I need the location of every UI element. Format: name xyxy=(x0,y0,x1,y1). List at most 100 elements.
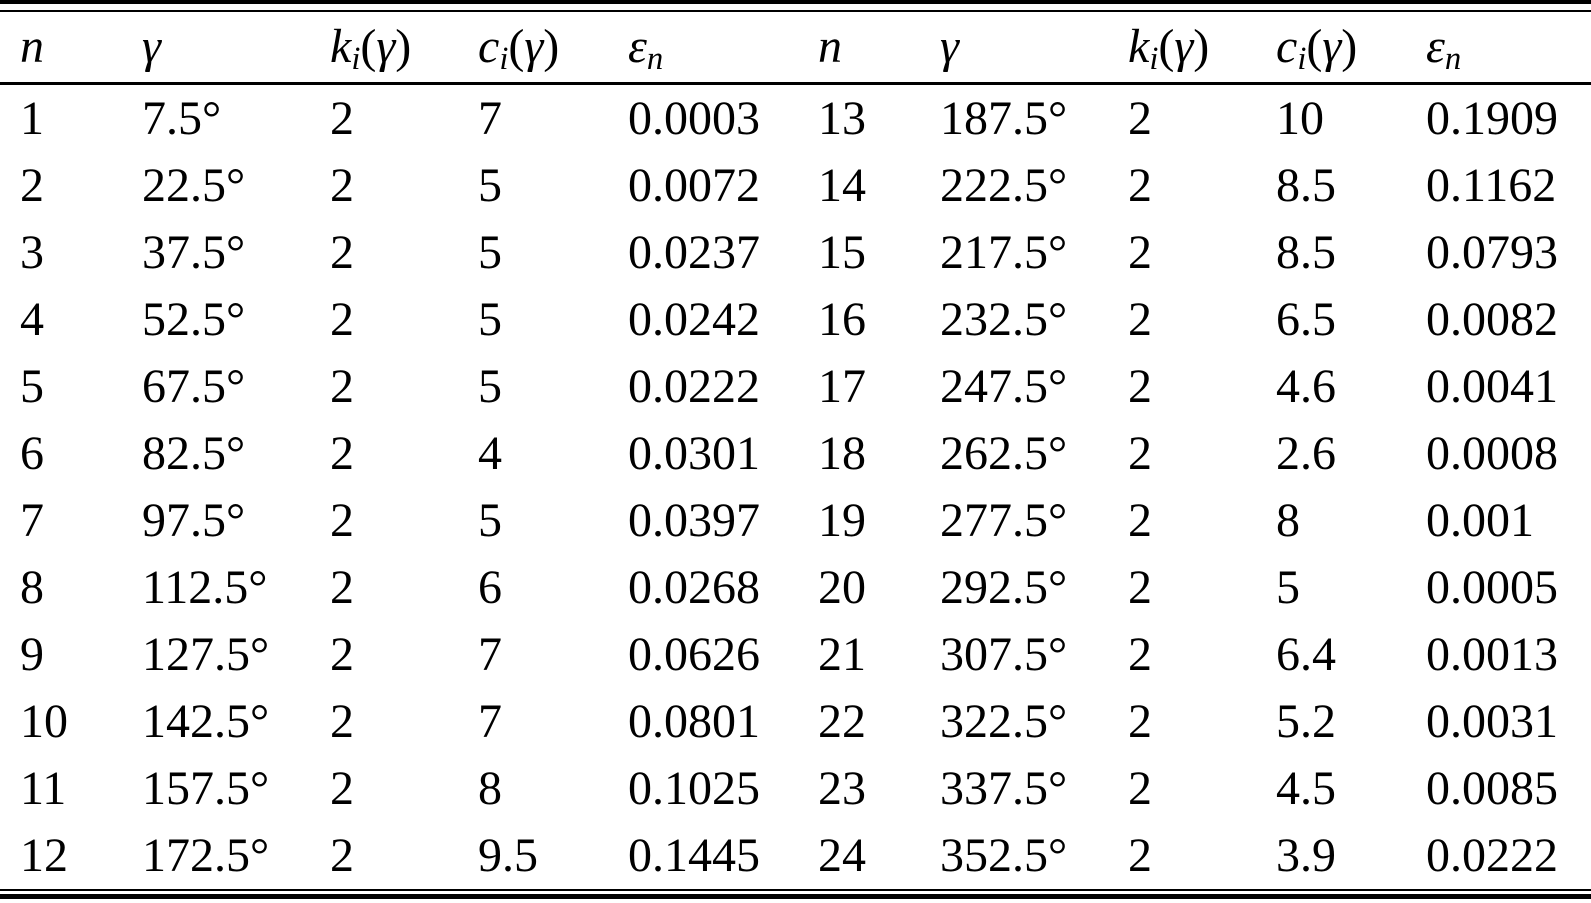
table-row: 3 37.5° 2 5 0.0237 15 217.5° 2 8.5 0.0793 xyxy=(0,219,1591,286)
cell-c-left: 5 xyxy=(478,292,502,346)
cell-eps-left: 0.0222 xyxy=(628,359,760,413)
header-eps-base: ε xyxy=(628,20,647,73)
cell-n-right: 20 xyxy=(818,560,866,614)
cell-n-left: 2 xyxy=(20,158,44,212)
cell-eps-right: 0.0031 xyxy=(1426,694,1558,748)
cell-gamma-left: 37.5° xyxy=(142,225,246,279)
cell-k-left: 2 xyxy=(330,828,354,882)
cell-eps-left: 0.0397 xyxy=(628,493,760,547)
cell-k-left: 2 xyxy=(330,761,354,815)
table-row: 12 172.5° 2 9.5 0.1445 24 352.5° 2 3.9 0.0222 xyxy=(0,822,1591,889)
cell-eps-left: 0.1445 xyxy=(628,828,760,882)
cell-n-left: 10 xyxy=(20,694,68,748)
cell-gamma-left: 127.5° xyxy=(142,627,270,681)
header-k-sub: i xyxy=(1149,41,1159,78)
col-header-eps-left: εn xyxy=(608,12,798,85)
table-row: 10 142.5° 2 7 0.0801 22 322.5° 2 5.2 0.0031 xyxy=(0,688,1591,755)
header-c-base: c xyxy=(478,20,500,73)
header-eps-sub: n xyxy=(1444,41,1462,78)
col-header-gamma-right: γ xyxy=(920,12,1108,85)
header-gamma-arg: γ xyxy=(524,20,544,73)
table-row: 5 67.5° 2 5 0.0222 17 247.5° 2 4.6 0.0041 xyxy=(0,353,1591,420)
cell-gamma-left: 112.5° xyxy=(142,560,268,614)
col-header-gamma-left: γ xyxy=(122,12,310,85)
cell-gamma-right: 217.5° xyxy=(940,225,1068,279)
paren-close: ) xyxy=(543,20,560,73)
cell-n-left: 11 xyxy=(20,761,67,815)
cell-n-right: 18 xyxy=(818,426,866,480)
header-k-sub: i xyxy=(351,41,361,78)
cell-c-right: 3.9 xyxy=(1276,828,1336,882)
cell-eps-left: 0.0801 xyxy=(628,694,760,748)
cell-c-left: 5 xyxy=(478,158,502,212)
col-header-ci-right: ci(γ) xyxy=(1256,12,1406,85)
cell-n-right: 17 xyxy=(818,359,866,413)
cell-n-left: 8 xyxy=(20,560,44,614)
cell-n-left: 5 xyxy=(20,359,44,413)
header-row: n γ ki(γ) ci(γ) εn n γ ki(γ) ci(γ) εn xyxy=(0,12,1591,85)
cell-gamma-right: 337.5° xyxy=(940,761,1068,815)
cell-c-left: 9.5 xyxy=(478,828,538,882)
cell-gamma-right: 222.5° xyxy=(940,158,1068,212)
cell-c-right: 8.5 xyxy=(1276,225,1336,279)
paren-open: ( xyxy=(360,20,377,73)
table-row: 6 82.5° 2 4 0.0301 18 262.5° 2 2.6 0.0008 xyxy=(0,420,1591,487)
cell-gamma-right: 247.5° xyxy=(940,359,1068,413)
header-eps-sub: n xyxy=(646,41,664,78)
header-gamma-arg: γ xyxy=(1174,20,1194,73)
cell-eps-right: 0.0008 xyxy=(1426,426,1558,480)
cell-gamma-right: 187.5° xyxy=(940,91,1068,145)
cell-c-left: 5 xyxy=(478,225,502,279)
cell-n-left: 6 xyxy=(20,426,44,480)
cell-eps-left: 0.0242 xyxy=(628,292,760,346)
cell-c-left: 7 xyxy=(478,627,502,681)
cell-eps-right: 0.0222 xyxy=(1426,828,1558,882)
cell-n-right: 22 xyxy=(818,694,866,748)
paren-close: ) xyxy=(1193,20,1210,73)
col-header-n-right: n xyxy=(798,12,920,85)
cell-n-right: 21 xyxy=(818,627,866,681)
bottom-rule-thick xyxy=(0,894,1591,899)
cell-k-left: 2 xyxy=(330,694,354,748)
header-k-base: k xyxy=(330,20,352,73)
cell-eps-left: 0.0237 xyxy=(628,225,760,279)
top-rule-thick xyxy=(0,0,1591,4)
header-c-sub: i xyxy=(499,41,509,78)
cell-k-left: 2 xyxy=(330,627,354,681)
cell-gamma-left: 82.5° xyxy=(142,426,246,480)
cell-n-left: 4 xyxy=(20,292,44,346)
cell-gamma-right: 232.5° xyxy=(940,292,1068,346)
cell-gamma-right: 322.5° xyxy=(940,694,1068,748)
cell-k-right: 2 xyxy=(1128,761,1152,815)
cell-gamma-right: 262.5° xyxy=(940,426,1068,480)
cell-c-left: 7 xyxy=(478,694,502,748)
cell-c-left: 8 xyxy=(478,761,502,815)
cell-c-right: 6.4 xyxy=(1276,627,1336,681)
cell-k-right: 2 xyxy=(1128,560,1152,614)
header-k-base: k xyxy=(1128,20,1150,73)
cell-c-left: 7 xyxy=(478,91,502,145)
col-header-ci-left: ci(γ) xyxy=(458,12,608,85)
cell-gamma-left: 172.5° xyxy=(142,828,270,882)
cell-k-right: 2 xyxy=(1128,828,1152,882)
table-body: 1 7.5° 2 7 0.0003 13 187.5° 2 10 0.1909 2 22.5° 2 5 0.… xyxy=(0,84,1591,890)
cell-n-left: 1 xyxy=(20,91,44,145)
cell-k-right: 2 xyxy=(1128,493,1152,547)
cell-k-right: 2 xyxy=(1128,426,1152,480)
col-header-eps-right: εn xyxy=(1406,12,1591,85)
cell-eps-right: 0.1909 xyxy=(1426,91,1558,145)
cell-eps-left: 0.0268 xyxy=(628,560,760,614)
header-n-label: n xyxy=(20,20,44,73)
top-rule-thin xyxy=(0,10,1591,12)
bottom-rule-thin xyxy=(0,889,1591,891)
col-header-ki-left: ki(γ) xyxy=(310,12,458,85)
cell-gamma-left: 7.5° xyxy=(142,91,222,145)
header-gamma-label: γ xyxy=(142,20,161,73)
cell-n-right: 24 xyxy=(818,828,866,882)
cell-k-left: 2 xyxy=(330,560,354,614)
cell-c-left: 4 xyxy=(478,426,502,480)
cell-k-right: 2 xyxy=(1128,292,1152,346)
cell-k-right: 2 xyxy=(1128,91,1152,145)
paren-close: ) xyxy=(395,20,412,73)
cell-k-left: 2 xyxy=(330,225,354,279)
